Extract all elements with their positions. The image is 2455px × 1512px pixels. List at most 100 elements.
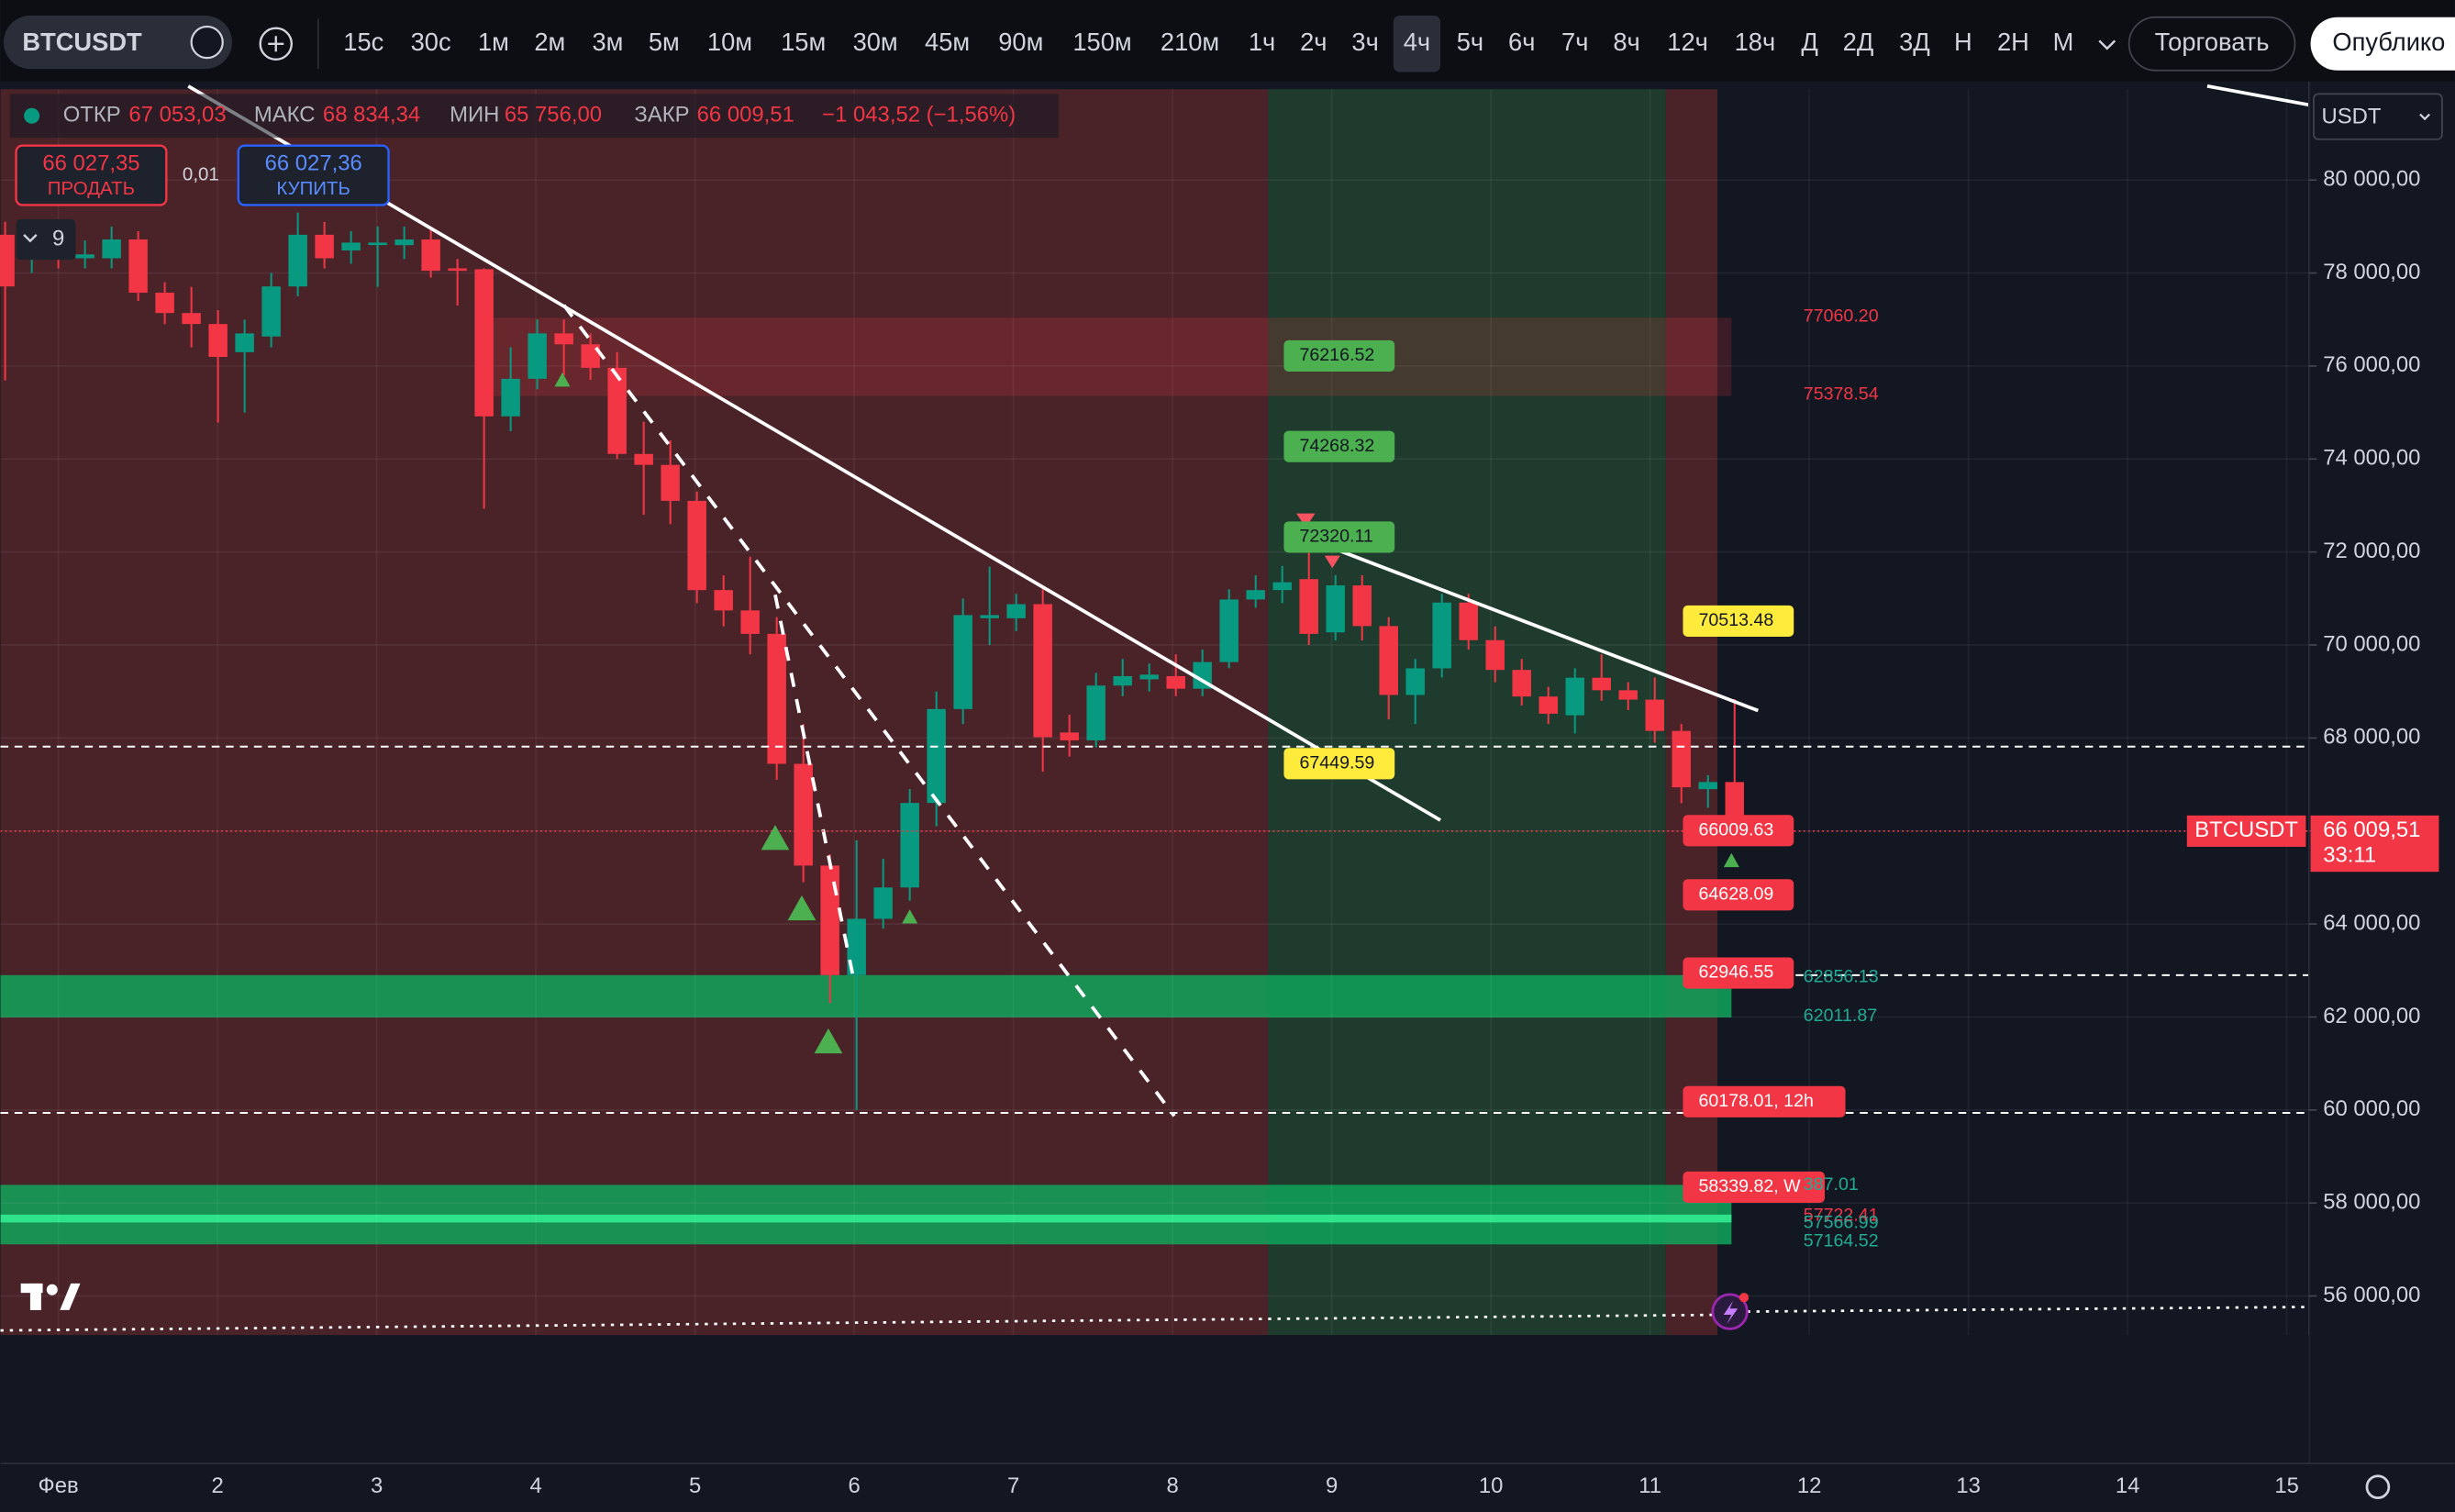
level-label: 66009.63 [1699, 819, 1774, 839]
interval[interactable]: 3ч [1351, 28, 1378, 56]
level-label: 60178.01, 12h [1699, 1091, 1814, 1111]
sell-signal [1324, 555, 1340, 569]
interval[interactable]: Н [1954, 28, 1972, 56]
candle-body [820, 865, 839, 975]
interval[interactable]: 210м [1161, 28, 1219, 56]
candle-body [1139, 674, 1159, 680]
currency-select[interactable] [2313, 93, 2443, 140]
currency: USDT [2321, 104, 2381, 128]
interval[interactable]: 3м [592, 28, 623, 56]
red-region [1665, 89, 1717, 1336]
x-tick-label: 5 [689, 1473, 701, 1498]
interval[interactable]: 15с [343, 28, 383, 56]
candle-body [102, 239, 121, 259]
interval[interactable]: 8ч [1613, 28, 1639, 56]
interval[interactable]: 4ч [1404, 28, 1430, 56]
candle-body [1645, 699, 1664, 731]
candle-body [794, 763, 813, 866]
interval[interactable]: 5м [649, 28, 680, 56]
x-tick-label: 7 [1007, 1473, 1019, 1498]
candle-body [1033, 604, 1052, 738]
dotted-line [1738, 1306, 2309, 1313]
candle-body [767, 633, 786, 764]
publish-button[interactable] [2310, 17, 2455, 71]
trade-button[interactable] [2127, 16, 2296, 72]
logo-part [46, 1284, 58, 1295]
candle-body [0, 234, 15, 287]
candles [0, 212, 1744, 1110]
candle-body [1086, 685, 1105, 740]
interval[interactable]: 15м [781, 28, 826, 56]
settings-icon[interactable] [2365, 1474, 2391, 1500]
interval[interactable]: 10м [707, 28, 752, 56]
interval[interactable]: 7ч [1561, 28, 1588, 56]
close-label: ЗАКР [634, 103, 689, 128]
interval[interactable]: М [2053, 28, 2074, 56]
level-box [1683, 1171, 1826, 1204]
sell-button[interactable] [15, 144, 168, 206]
candle-body [501, 378, 520, 417]
status-dot [24, 107, 40, 124]
compare-button[interactable] [259, 27, 294, 61]
interval[interactable]: 150м [1072, 28, 1131, 56]
interval[interactable]: 2Д [1843, 28, 1874, 56]
y-tick-label: 64 000,00 [2323, 910, 2420, 935]
buy-signal [814, 1028, 843, 1054]
y-tick-label: 74 000,00 [2323, 446, 2420, 471]
candle-body [448, 268, 467, 272]
interval[interactable]: 2м [534, 28, 565, 56]
high-value: 68 834,34 [323, 103, 420, 128]
interval[interactable]: 2Н [1997, 28, 2029, 56]
trend-line-dashed [773, 594, 856, 979]
candle-body [528, 333, 547, 379]
buy-signal [554, 372, 571, 387]
level-label: 64628.09 [1699, 884, 1774, 904]
interval-active [1393, 16, 1441, 72]
interval[interactable]: 12ч [1667, 28, 1708, 56]
symbol: BTCUSDT [22, 28, 142, 56]
plus-icon [268, 36, 284, 52]
interval[interactable]: 18ч [1735, 28, 1776, 56]
interval-more[interactable] [2098, 39, 2116, 50]
candle-body [1565, 677, 1584, 716]
quantity[interactable]: 0,01 [183, 163, 219, 184]
candle-body [394, 239, 414, 246]
alert-bolt [1723, 1300, 1738, 1325]
trend-line [1306, 537, 1760, 713]
trend-line-dashed [562, 304, 1176, 1117]
low-value: 65 756,00 [505, 103, 602, 128]
candle-body [235, 333, 254, 352]
interval[interactable]: 45м [925, 28, 970, 56]
pro-icon[interactable] [190, 25, 224, 60]
interval[interactable]: 30с [411, 28, 451, 56]
candle-body [661, 464, 680, 501]
logo [20, 1283, 81, 1310]
interval[interactable]: 1м [478, 28, 509, 56]
candle-body [1405, 668, 1425, 695]
support-line [0, 1214, 1732, 1223]
indicators-toggle[interactable] [16, 218, 76, 261]
candle-body [1246, 590, 1265, 600]
buy-button[interactable] [237, 144, 390, 206]
level-label: 70513.48 [1699, 610, 1774, 630]
toolbar [0, 0, 2455, 82]
candle-body [1459, 602, 1478, 640]
legend-bg [9, 94, 1059, 139]
buy-price: 66 027,36 [265, 150, 362, 175]
candle-body [341, 242, 361, 250]
interval[interactable]: 5ч [1457, 28, 1483, 56]
level-note: 62856.13 [1804, 966, 1879, 986]
interval[interactable]: 90м [998, 28, 1043, 56]
y-tick-label: 76 000,00 [2323, 352, 2420, 377]
level-box [1683, 605, 1794, 638]
interval[interactable]: 6ч [1508, 28, 1535, 56]
interval[interactable]: 3Д [1899, 28, 1930, 56]
symbol-search[interactable] [3, 16, 232, 70]
support-zone [0, 974, 1732, 1017]
interval[interactable]: 2ч [1300, 28, 1327, 56]
interval[interactable]: Д [1801, 28, 1817, 56]
x-tick-label: 6 [848, 1473, 860, 1498]
interval[interactable]: 30м [853, 28, 898, 56]
interval[interactable]: 1ч [1249, 28, 1275, 56]
candle-body [1512, 670, 1531, 697]
